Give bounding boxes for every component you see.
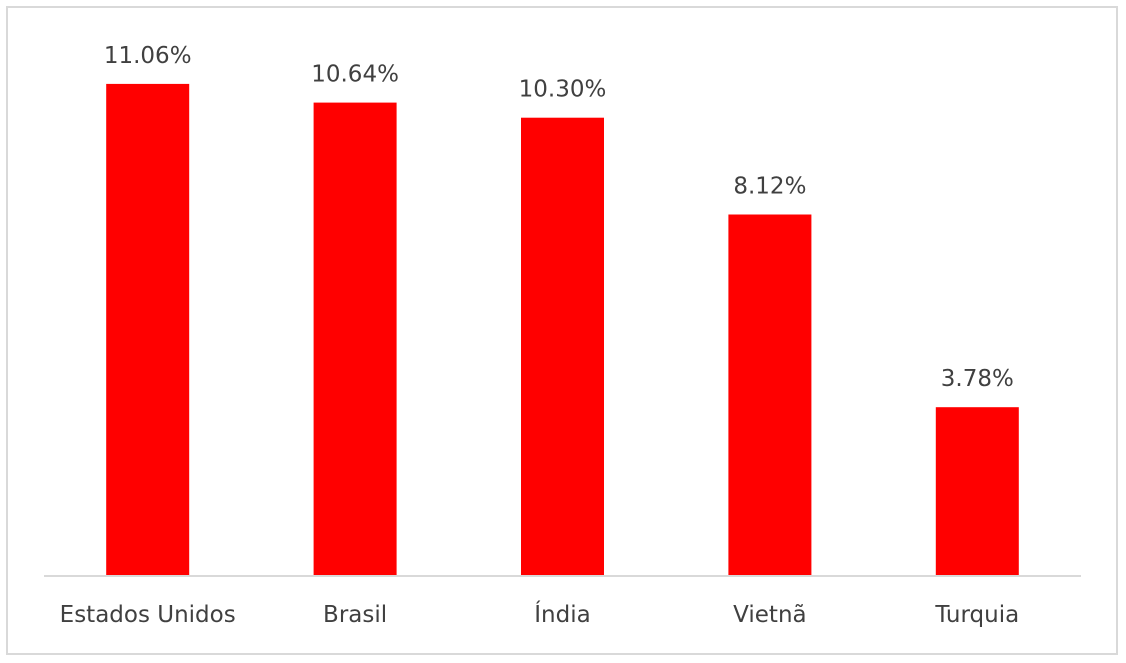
bar-2	[521, 117, 604, 575]
bar-0	[106, 83, 190, 576]
x-tick-label-1: Brasil	[323, 602, 387, 628]
bar-4	[935, 407, 1019, 575]
data-label-1: 10.64%	[311, 62, 399, 88]
data-labels-group: 11.06% 10.64% 10.30% 8.12% 3.78%	[104, 43, 1014, 392]
x-tick-label-4: Turquia	[934, 602, 1019, 628]
data-label-4: 3.78%	[941, 366, 1014, 392]
bar-1	[313, 102, 397, 575]
data-label-3: 8.12%	[733, 174, 806, 200]
bars-group	[106, 83, 1019, 576]
x-tick-label-3: Vietnã	[733, 602, 806, 628]
x-tick-label-2: Índia	[534, 600, 590, 628]
x-tick-labels-group: Estados Unidos Brasil Índia Vietnã Turquia	[60, 600, 1020, 628]
x-tick-label-0: Estados Unidos	[60, 602, 236, 628]
data-label-2: 10.30%	[519, 77, 607, 103]
data-label-0: 11.06%	[104, 43, 192, 69]
bar-3	[728, 214, 812, 575]
